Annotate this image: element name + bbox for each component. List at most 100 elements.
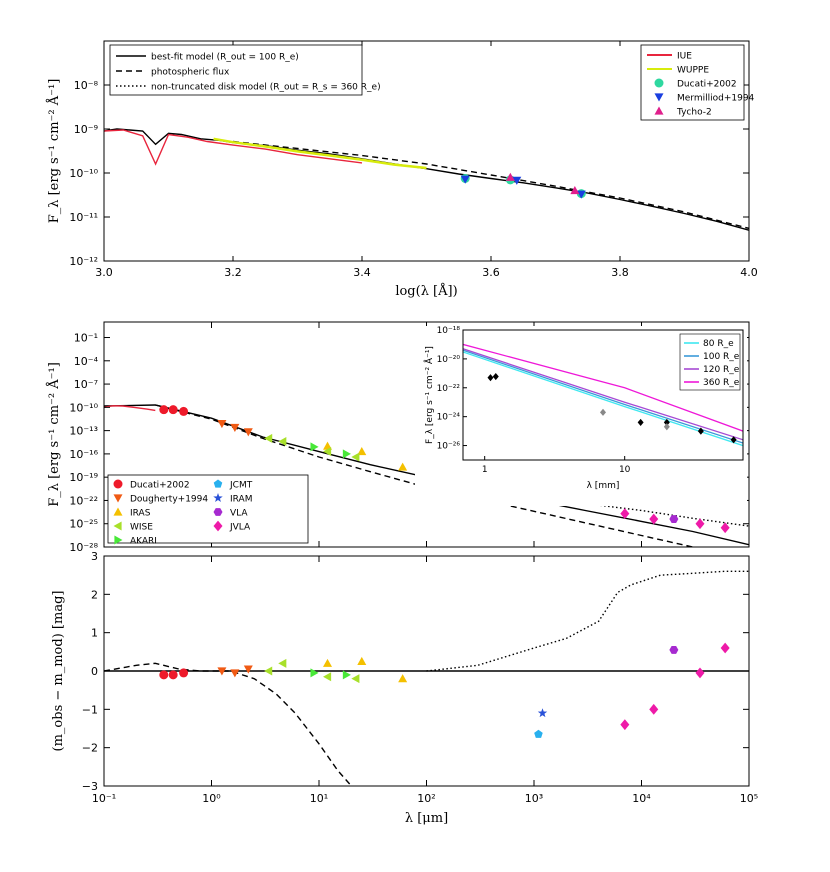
top-point-mermilliod-1994: [576, 190, 586, 199]
middle-point-vla: [669, 515, 679, 523]
middle-ylabel: F_λ [erg s⁻¹ cm⁻² Å⁻¹]: [46, 362, 62, 507]
bottom-xtick-label: 10²: [417, 792, 435, 805]
middle-point-iras: [398, 462, 408, 471]
middle-point-jvla: [720, 522, 730, 534]
top-frame: [103, 40, 750, 262]
inset-xtick-label: 1: [482, 465, 488, 475]
bottom-point-ducati-2002: [168, 670, 178, 680]
top-legend-right-label: Ducati+2002: [677, 80, 737, 90]
top-series-best-fit-model: [104, 128, 749, 231]
top-legend-right-swatch: [654, 106, 664, 115]
bottom-point-ducati-2002: [159, 670, 169, 680]
inset-series-360-r-e: [463, 343, 743, 432]
middle-legend: Ducati+2002 JCMT Dougherty+1994 IRAM IRAS VLA…: [107, 474, 309, 547]
bottom-point-vla: [669, 646, 679, 654]
bottom-ytick-label: 3: [91, 550, 98, 563]
inset-frame: [462, 329, 744, 461]
bottom-point-wise: [278, 658, 287, 668]
top-legend-right: IUE WUPPE Ducati+2002 Mermilliod+1994 Tycho-…: [640, 44, 755, 121]
top-xtick-label: 3.0: [95, 266, 113, 279]
inset-point: [730, 436, 737, 444]
bottom-point-jvla: [720, 642, 730, 654]
inset-plot-area: [463, 343, 743, 447]
inset-legend-label: 360 R_e: [703, 378, 740, 388]
bottom-point-jvla: [649, 703, 659, 715]
middle-legend-marker: [114, 535, 123, 545]
bottom-point-wise: [323, 672, 332, 682]
inset-point: [697, 427, 704, 435]
middle-point-ducati-2002: [179, 406, 189, 416]
top-xtick-label: 3.2: [224, 266, 242, 279]
middle-ytick-label: 10⁻¹⁰: [69, 401, 98, 414]
middle-point-akari: [342, 449, 351, 459]
middle-point-akari: [310, 442, 319, 452]
bottom-xtick-label: 10⁴: [632, 792, 651, 805]
middle-ytick-label: 10⁻¹⁹: [69, 471, 98, 484]
inset-ylabel: F_λ [erg s⁻¹ cm⁻² Å⁻¹]: [423, 346, 435, 444]
inset-ytick-label: 10⁻²⁴: [437, 413, 461, 423]
inset-point: [663, 423, 670, 431]
inset-panel: 1 10 10⁻¹⁸ 10⁻²⁰ 10⁻²² 10⁻²⁴ 10⁻²⁶ λ [mm] F_λ [e…: [415, 326, 747, 506]
bottom-point-wise: [351, 674, 360, 684]
middle-legend-label: AKARI: [130, 537, 157, 547]
bottom-point-iras: [398, 674, 408, 683]
inset-ytick-label: 10⁻²⁰: [437, 355, 461, 365]
bottom-ytick-label: −1: [82, 703, 98, 716]
bottom-xtick-label: 10³: [525, 792, 543, 805]
middle-legend-box: [107, 474, 309, 544]
top-legend-right-label: WUPPE: [677, 66, 709, 76]
middle-legend-label: IRAM: [230, 495, 252, 505]
bottom-point-jvla: [620, 719, 630, 731]
top-panel: 3.0 3.2 3.4 3.6 3.8 4.0 10⁻¹² 10⁻¹¹ 10⁻¹⁰ 10⁻⁹ 10⁻…: [46, 40, 758, 299]
top-ytick-label: 10⁻⁸: [74, 79, 99, 92]
middle-point-iras: [323, 441, 333, 450]
top-series-wuppe: [213, 137, 427, 170]
middle-legend-marker: [213, 493, 223, 503]
middle-ytick-label: 10⁻²²: [69, 494, 98, 507]
bottom-point-iram: [537, 708, 548, 718]
top-ytick-label: 10⁻¹²: [69, 255, 98, 268]
middle-legend-marker: [113, 521, 122, 531]
middle-legend-label: IRAS: [130, 509, 151, 519]
middle-legend-marker: [113, 494, 123, 503]
top-legend-left-label: best-fit model (R_out = 100 R_e): [151, 53, 299, 63]
bottom-xtick-label: 10¹: [310, 792, 328, 805]
top-plot-area: [104, 128, 749, 231]
bottom-point-jvla: [695, 667, 705, 679]
middle-legend-marker: [213, 520, 223, 532]
inset-point: [663, 418, 670, 427]
bottom-ytick-label: 1: [91, 627, 98, 640]
middle-ytick-label: 10⁻¹³: [69, 425, 98, 438]
bottom-point-dougherty-1994: [217, 667, 227, 676]
middle-legend-marker: [213, 479, 223, 488]
middle-legend-label: Ducati+2002: [130, 481, 190, 491]
inset-legend-label: 100 R_e: [703, 352, 740, 362]
inset-xtick-label: 10: [619, 465, 631, 475]
top-xtick-label: 3.4: [353, 266, 371, 279]
middle-series-iue-wuppe-spectrum: [104, 405, 156, 412]
inset-ytick-label: 10⁻¹⁸: [437, 326, 461, 336]
middle-ytick-label: 10⁻⁴: [74, 355, 99, 368]
inset-ytick-label: 10⁻²²: [437, 384, 461, 394]
inset-xlabel: λ [mm]: [587, 481, 620, 491]
middle-legend-label: JVLA: [229, 523, 251, 533]
inset-legend-label: 80 R_e: [703, 339, 734, 349]
middle-legend-marker: [213, 508, 223, 516]
bottom-point-akari: [342, 670, 351, 680]
middle-point-jvla: [649, 513, 659, 525]
inset-point: [487, 374, 494, 382]
bottom-point-akari: [310, 668, 319, 678]
top-legend-right-label: Tycho-2: [676, 108, 712, 118]
bottom-point-wise: [264, 666, 273, 676]
top-xlabel: log(λ [Å]): [395, 283, 457, 299]
top-legend-right-label: Mermilliod+1994: [677, 94, 755, 104]
top-xtick-label: 3.6: [482, 266, 500, 279]
middle-point-dougherty-1994: [217, 420, 227, 429]
top-xtick-label: 4.0: [740, 266, 758, 279]
inset-series-80-r-e: [463, 351, 743, 447]
bottom-series-non-truncated-disk-model: [426, 570, 749, 672]
bottom-point-iras: [323, 658, 333, 667]
top-legend-right-swatch: [654, 78, 664, 88]
top-point-tycho-2: [570, 186, 580, 195]
